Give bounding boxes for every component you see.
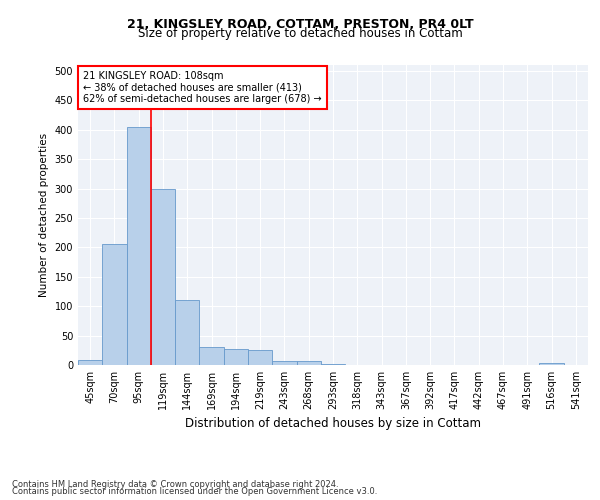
Bar	[296, 362, 321, 365]
Bar	[224, 348, 248, 365]
Bar	[539, 362, 564, 365]
Bar	[248, 350, 272, 365]
X-axis label: Distribution of detached houses by size in Cottam: Distribution of detached houses by size …	[185, 418, 481, 430]
Text: 21 KINGSLEY ROAD: 108sqm
← 38% of detached houses are smaller (413)
62% of semi-: 21 KINGSLEY ROAD: 108sqm ← 38% of detach…	[83, 71, 322, 104]
Bar	[102, 244, 127, 365]
Text: Size of property relative to detached houses in Cottam: Size of property relative to detached ho…	[137, 28, 463, 40]
Bar	[151, 188, 175, 365]
Text: 21, KINGSLEY ROAD, COTTAM, PRESTON, PR4 0LT: 21, KINGSLEY ROAD, COTTAM, PRESTON, PR4 …	[127, 18, 473, 30]
Bar	[175, 300, 199, 365]
Bar	[78, 360, 102, 365]
Bar	[199, 348, 224, 365]
Y-axis label: Number of detached properties: Number of detached properties	[39, 133, 49, 297]
Bar	[321, 364, 345, 365]
Text: Contains public sector information licensed under the Open Government Licence v3: Contains public sector information licen…	[12, 487, 377, 496]
Bar	[127, 127, 151, 365]
Bar	[272, 361, 296, 365]
Text: Contains HM Land Registry data © Crown copyright and database right 2024.: Contains HM Land Registry data © Crown c…	[12, 480, 338, 489]
